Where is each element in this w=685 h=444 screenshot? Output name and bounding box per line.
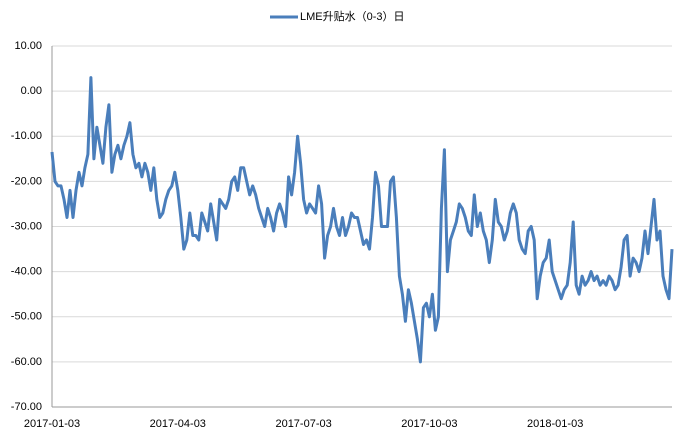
y-tick-label: 10.00 (14, 40, 42, 52)
y-tick-label: -40.00 (11, 266, 42, 278)
y-tick-label: -60.00 (11, 356, 42, 368)
legend-label: LME升贴水（0-3）日 (300, 9, 405, 23)
y-tick-label: 0.00 (21, 85, 42, 97)
series-line (50, 76, 674, 364)
y-tick-label: -20.00 (11, 175, 42, 187)
y-tick-label: -30.00 (11, 220, 42, 232)
y-tick-label: -70.00 (11, 401, 42, 413)
x-tick-label: 2017-04-03 (150, 418, 206, 430)
y-tick-label: -10.00 (11, 130, 42, 142)
x-tick-label: 2017-10-03 (401, 418, 457, 430)
x-tick-label: 2017-07-03 (275, 418, 331, 430)
x-tick-label: 2018-01-03 (527, 418, 583, 430)
x-tick-label: 2017-01-03 (24, 418, 80, 430)
y-tick-label: -50.00 (11, 311, 42, 323)
